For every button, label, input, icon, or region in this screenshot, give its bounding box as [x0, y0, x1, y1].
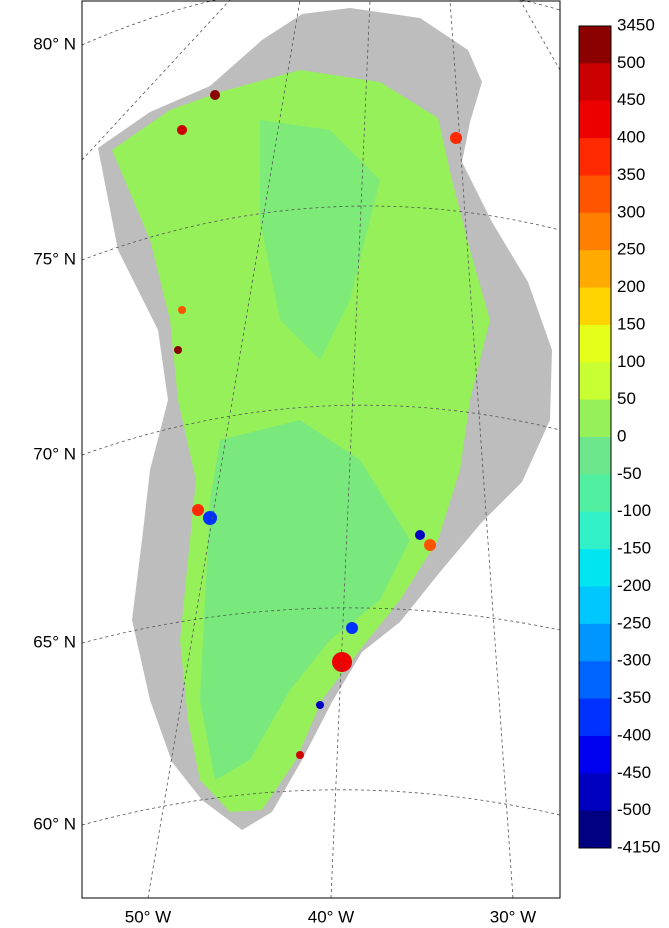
colorbar-bin [579, 437, 611, 475]
colorbar-label: -350 [617, 688, 651, 707]
lat-label: 70° N [33, 444, 76, 463]
glacier [316, 701, 324, 709]
colorbar-label: 0 [617, 426, 626, 445]
colorbar-bin [579, 175, 611, 214]
colorbar-bin [579, 63, 611, 102]
meridian [449, 0, 514, 899]
graticule [81, 0, 561, 899]
colorbar-bin [579, 362, 611, 401]
colorbar-bin [579, 735, 611, 774]
colorbar-label: -500 [617, 800, 651, 819]
colorbar-label: 150 [617, 314, 645, 333]
colorbar-bin [579, 138, 611, 176]
colorbar-label: 300 [617, 202, 645, 221]
map-frame [81, 0, 561, 899]
colorbar-label: 400 [617, 128, 645, 147]
colorbar-bin [579, 810, 611, 849]
colorbar-bin [579, 474, 611, 513]
map [81, 0, 561, 899]
colorbar: 3450500450400350300250200150100500-50-10… [578, 15, 660, 856]
meridian [519, 0, 561, 71]
colorbar-bin [579, 399, 611, 438]
colorbar-label: -300 [617, 651, 651, 670]
lon-label: 40° W [308, 907, 354, 926]
colorbar-bin [579, 773, 611, 812]
lat-label: 80° N [33, 34, 76, 53]
colorbar-bin [579, 212, 611, 251]
glacier [192, 504, 204, 516]
colorbar-label: 250 [617, 240, 645, 259]
colorbar-label: 500 [617, 53, 645, 72]
glacier [174, 346, 182, 354]
colorbar-bin [579, 698, 611, 737]
lon-label: 50° W [125, 907, 171, 926]
colorbar-bin [579, 250, 611, 289]
longitude-labels: 50° W 40° W 30° W [125, 907, 536, 926]
glacier [178, 306, 186, 314]
parallel [81, 607, 561, 644]
lat-label: 75° N [33, 249, 76, 268]
lon-label: 30° W [490, 907, 536, 926]
parallel [81, 404, 561, 456]
colorbar-label: 50 [617, 389, 636, 408]
ice-sheet-lower [200, 420, 410, 780]
meridian [81, 0, 231, 161]
colorbar-label: 200 [617, 277, 645, 296]
colorbar-label: -50 [617, 464, 642, 483]
ice-divide [260, 120, 380, 360]
glacier [203, 511, 217, 525]
colorbar-label: 350 [617, 165, 645, 184]
colorbar-bin [579, 324, 611, 363]
colorbar-bin [579, 586, 611, 625]
colorbar-bin [579, 549, 611, 587]
meridian [147, 0, 301, 899]
lat-label: 60° N [33, 814, 76, 833]
colorbar-label: -400 [617, 725, 651, 744]
glacier [210, 90, 220, 100]
colorbar-label: 100 [617, 352, 645, 371]
colorbar-label: -450 [617, 763, 651, 782]
lat-label: 65° N [33, 632, 76, 651]
colorbar-bin [579, 26, 611, 64]
glacier [450, 132, 462, 144]
outlet-glaciers [174, 90, 462, 759]
colorbar-bin [579, 511, 611, 550]
glacier [296, 751, 304, 759]
parallel [81, 789, 561, 826]
colorbar-label: -250 [617, 613, 651, 632]
colorbar-label: 3450 [617, 15, 655, 34]
colorbar-label: -100 [617, 501, 651, 520]
glacier [424, 539, 436, 551]
colorbar-bin [579, 623, 611, 662]
colorbar-frame [578, 25, 612, 849]
colorbar-bin [579, 100, 611, 139]
colorbar-label: -200 [617, 576, 651, 595]
colorbar-label: 450 [617, 90, 645, 109]
colorbar-bin [579, 287, 611, 326]
glacier [177, 125, 187, 135]
glacier [346, 622, 358, 634]
latitude-labels: 80° N 75° N 70° N 65° N 60° N [33, 34, 76, 833]
glacier [415, 530, 425, 540]
glacier [332, 652, 352, 672]
colorbar-label: -4150 [617, 837, 660, 856]
colorbar-bin [579, 661, 611, 700]
colorbar-label: -150 [617, 539, 651, 558]
